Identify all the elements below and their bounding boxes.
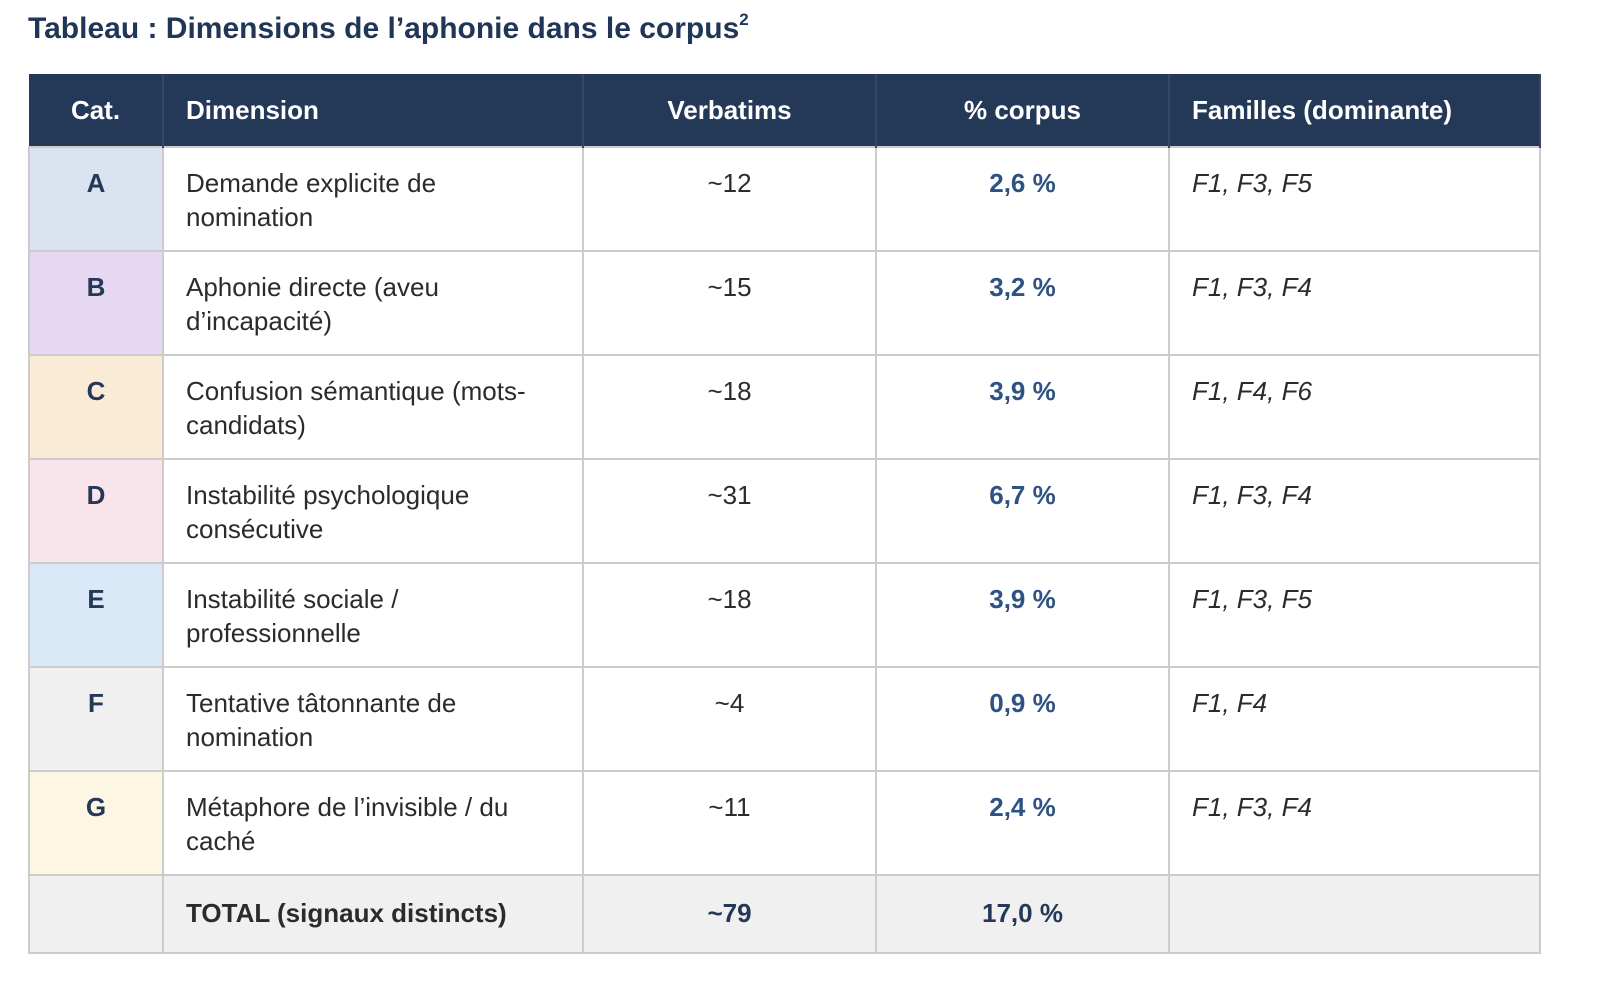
table-row: C Confusion sémantique (mots-candidats) ~1… <box>28 354 1541 460</box>
header-dimension: Dimension <box>163 74 584 147</box>
verbatims-cell: ~18 <box>582 354 877 460</box>
families-cell: F1, F3, F4 <box>1168 250 1541 356</box>
category-cell: D <box>28 458 164 564</box>
total-cat-cell <box>28 874 164 954</box>
footnote-marker[interactable]: 2 <box>739 10 749 29</box>
verbatims-cell: ~11 <box>582 770 877 876</box>
families-cell: F1, F3, F4 <box>1168 458 1541 564</box>
families-cell: F1, F3, F5 <box>1168 146 1541 252</box>
families-cell: F1, F4 <box>1168 666 1541 772</box>
dimensions-table: Cat. Dimension Verbatims % corpus Famill… <box>28 74 1541 954</box>
table-row: B Aphonie directe (aveu d’incapacité) ~15 3… <box>28 250 1541 356</box>
dimension-cell: Tentative tâtonnante de nomination <box>162 666 584 772</box>
header-percent: % corpus <box>876 74 1170 147</box>
table-row: F Tentative tâtonnante de nomination ~4 0,9… <box>28 666 1541 772</box>
total-percent-cell: 17,0 % <box>875 874 1170 954</box>
verbatims-cell: ~12 <box>582 146 877 252</box>
table-row: D Instabilité psychologique consécutive ~3… <box>28 458 1541 564</box>
percent-cell: 2,4 % <box>875 770 1170 876</box>
total-row: TOTAL (signaux distincts) ~79 17,0 % <box>28 874 1541 954</box>
table-row: A Demande explicite de nomination ~12 2,6 %… <box>28 146 1541 252</box>
families-cell: F1, F3, F5 <box>1168 562 1541 668</box>
percent-cell: 0,9 % <box>875 666 1170 772</box>
percent-cell: 3,9 % <box>875 354 1170 460</box>
verbatims-cell: ~31 <box>582 458 877 564</box>
header-families: Familles (dominante) <box>1169 74 1541 147</box>
category-cell: G <box>28 770 164 876</box>
percent-cell: 3,2 % <box>875 250 1170 356</box>
dimension-cell: Instabilité psychologique consécutive <box>162 458 584 564</box>
header-cat: Cat. <box>29 74 164 147</box>
category-cell: C <box>28 354 164 460</box>
verbatims-cell: ~4 <box>582 666 877 772</box>
category-cell: F <box>28 666 164 772</box>
dimension-cell: Instabilité sociale / professionnelle <box>162 562 584 668</box>
category-cell: B <box>28 250 164 356</box>
families-cell: F1, F3, F4 <box>1168 770 1541 876</box>
header-verbatims: Verbatims <box>583 74 877 147</box>
dimension-cell: Aphonie directe (aveu d’incapacité) <box>162 250 584 356</box>
percent-cell: 3,9 % <box>875 562 1170 668</box>
title-text: Tableau : Dimensions de l’aphonie dans l… <box>28 12 740 45</box>
verbatims-cell: ~18 <box>582 562 877 668</box>
percent-cell: 6,7 % <box>875 458 1170 564</box>
total-verbatims-cell: ~79 <box>582 874 877 954</box>
dimension-cell: Métaphore de l’invisible / du caché <box>162 770 584 876</box>
table-row: E Instabilité sociale / professionnelle ~1… <box>28 562 1541 668</box>
total-families-cell <box>1168 874 1541 954</box>
total-label-cell: TOTAL (signaux distincts) <box>162 874 584 954</box>
header-row: Cat. Dimension Verbatims % corpus Famill… <box>29 74 1541 147</box>
category-cell: A <box>28 146 164 252</box>
families-cell: F1, F4, F6 <box>1168 354 1541 460</box>
verbatims-cell: ~15 <box>582 250 877 356</box>
percent-cell: 2,6 % <box>875 146 1170 252</box>
dimension-cell: Confusion sémantique (mots-candidats) <box>162 354 584 460</box>
category-cell: E <box>28 562 164 668</box>
dimension-cell: Demande explicite de nomination <box>162 146 584 252</box>
table-row: G Métaphore de l’invisible / du caché ~11 2… <box>28 770 1541 876</box>
table-title: Tableau : Dimensions de l’aphonie dans l… <box>28 10 749 46</box>
